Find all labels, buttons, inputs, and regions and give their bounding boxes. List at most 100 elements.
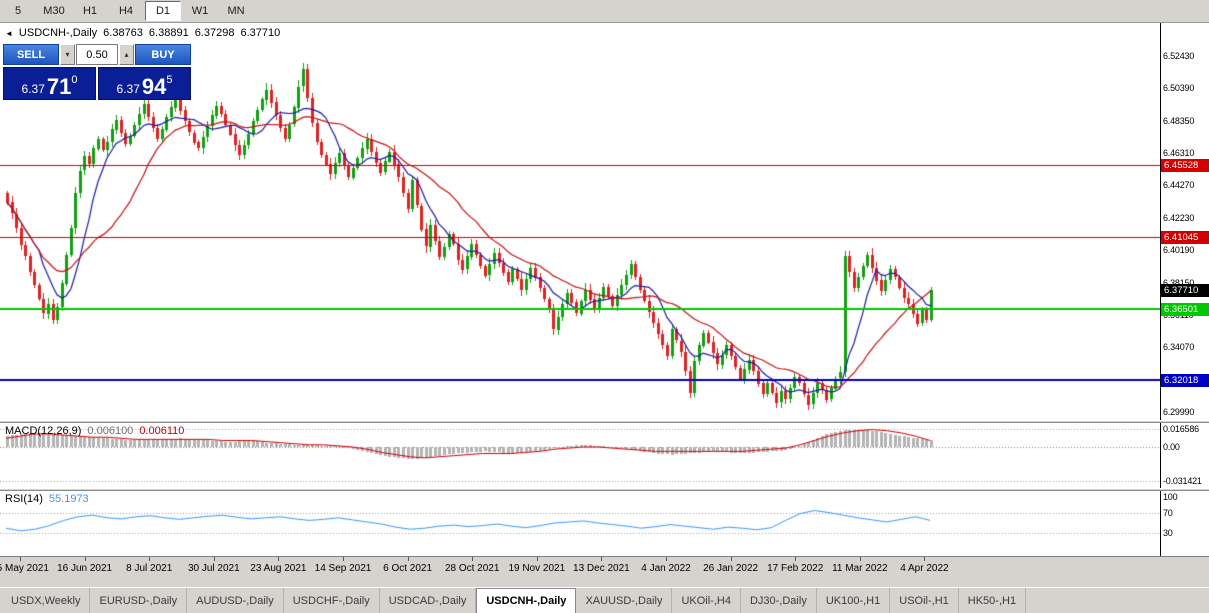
price-axis-label: 6.52430 xyxy=(1163,50,1195,61)
chart-tab-usdcad-daily[interactable]: USDCAD-,Daily xyxy=(380,588,477,613)
price-axis-label: 6.44270 xyxy=(1163,180,1195,191)
time-axis-tick xyxy=(536,557,538,561)
spin-up-icon: ▴ xyxy=(124,50,129,59)
time-axis-label: 17 Feb 2022 xyxy=(767,563,824,574)
chart-tab-usdcnh-daily[interactable]: USDCNH-,Daily xyxy=(476,588,577,613)
chart-tab-audusd-daily[interactable]: AUDUSD-,Daily xyxy=(187,588,284,613)
main-chart-panel: ◄ USDCNH-,Daily 6.38763 6.38891 6.37298 … xyxy=(0,23,1209,420)
sell-price-prefix: 6.37 xyxy=(21,82,45,96)
rsi-canvas[interactable] xyxy=(0,491,1160,556)
sell-button[interactable]: SELL xyxy=(3,44,59,65)
time-axis-tick xyxy=(84,557,86,561)
lot-decrease-button[interactable]: ▾ xyxy=(60,44,75,65)
time-axis-label: 14 Sep 2021 xyxy=(314,563,372,574)
time-axis-label: 4 Jan 2022 xyxy=(641,563,691,574)
price-axis-label: 6.50390 xyxy=(1163,83,1195,94)
timeframe-button-d1[interactable]: D1 xyxy=(145,1,181,21)
rsi-value: 55.1973 xyxy=(48,493,89,505)
macd-axis-label: -0.031421 xyxy=(1163,476,1202,487)
price-axis-label: 6.29990 xyxy=(1163,407,1195,418)
lot-increase-button[interactable]: ▴ xyxy=(119,44,134,65)
rsi-indicator-panel: RSI(14) 55.1973 100 70 30 xyxy=(0,491,1209,556)
buy-price-prefix: 6.37 xyxy=(116,82,140,96)
chart-symbol-period: USDCNH-,Daily xyxy=(18,27,98,39)
trade-prices-row: 6.37 71 0 6.37 94 5 xyxy=(3,67,193,100)
time-axis-tick xyxy=(472,557,474,561)
rsi-label: RSI(14) 55.1973 xyxy=(5,493,89,505)
chart-tab-hk50-h1[interactable]: HK50-,H1 xyxy=(959,588,1027,613)
macd-signal-value: 0.006110 xyxy=(139,425,185,437)
chart-tab-usdchf-daily[interactable]: USDCHF-,Daily xyxy=(284,588,380,613)
time-axis-tick xyxy=(601,557,603,561)
panel-splitter[interactable] xyxy=(0,488,1209,491)
buy-button[interactable]: BUY xyxy=(135,44,191,65)
macd-indicator-panel: MACD(12,26,9) 0.006100 0.006110 0.016586… xyxy=(0,423,1209,488)
time-axis-label: 30 Jul 2021 xyxy=(187,563,240,574)
sell-price-display[interactable]: 6.37 71 0 xyxy=(3,67,96,100)
time-axis-tick xyxy=(149,557,151,561)
time-axis-label: 13 Dec 2021 xyxy=(573,563,630,574)
macd-canvas[interactable] xyxy=(0,423,1160,488)
chart-ohlc-header: ◄ USDCNH-,Daily 6.38763 6.38891 6.37298 … xyxy=(5,27,280,39)
time-axis-tick xyxy=(924,557,926,561)
price-tag-6.36501: 6.36501 xyxy=(1161,302,1209,316)
timeframe-button-mn[interactable]: MN xyxy=(227,5,245,17)
lot-size-input[interactable] xyxy=(76,44,118,65)
price-axis-label: 6.42230 xyxy=(1163,212,1195,223)
time-axis-label: 26 Jan 2022 xyxy=(703,563,759,574)
chart-tab-ukoil-h4[interactable]: UKOil-,H4 xyxy=(672,588,741,613)
time-axis-label: 6 Oct 2021 xyxy=(383,563,433,574)
time-axis-label: 11 Mar 2022 xyxy=(832,563,888,574)
timeframe-button-h1[interactable]: H1 xyxy=(82,5,98,17)
macd-name: MACD(12,26,9) xyxy=(5,425,82,437)
timeframe-button-5[interactable]: 5 xyxy=(14,5,22,17)
macd-label: MACD(12,26,9) 0.006100 0.006110 xyxy=(5,425,184,437)
ohlc-low: 6.37298 xyxy=(194,27,235,39)
rsi-name: RSI(14) xyxy=(5,493,43,505)
macd-axis-label: 0.00 xyxy=(1163,442,1180,452)
buy-price-display[interactable]: 6.37 94 5 xyxy=(98,67,191,100)
price-tag-6.41045: 6.41045 xyxy=(1161,230,1209,244)
chart-tab-usoil-h1[interactable]: USOil-,H1 xyxy=(890,588,959,613)
chart-tab-uk100-h1[interactable]: UK100-,H1 xyxy=(817,588,891,613)
timeframe-button-m30[interactable]: M30 xyxy=(43,5,65,17)
time-axis-tick xyxy=(795,557,797,561)
time-axis-tick xyxy=(213,557,215,561)
time-axis-tick xyxy=(666,557,667,561)
time-axis-label: 4 Apr 2022 xyxy=(900,563,949,574)
buy-price-pip-digit: 5 xyxy=(166,74,173,86)
chart-tab-eurusd-daily[interactable]: EURUSD-,Daily xyxy=(90,588,188,613)
sell-price-pip-digit: 0 xyxy=(71,74,78,86)
time-axis: 25 May 2021 16 Jun 2021 8 Jul 2021 30 Jul 2… xyxy=(0,556,1209,587)
sell-price-big-digits: 71 xyxy=(46,74,72,99)
time-axis-tick xyxy=(730,557,732,561)
chart-tab-xauusd-daily[interactable]: XAUUSD-,Daily xyxy=(576,588,673,613)
macd-axis-label: 0.016586 xyxy=(1163,423,1199,434)
chart-tab-usdx-weekly[interactable]: USDX,Weekly xyxy=(2,588,91,613)
price-chart-canvas[interactable] xyxy=(0,23,1160,420)
timeframe-button-row: 5 M30 H1 H4 D1 W1 MN xyxy=(0,0,1209,22)
collapse-panel-icon[interactable]: ◄ xyxy=(5,28,13,38)
price-axis-label: 6.40190 xyxy=(1163,245,1195,256)
ohlc-open: 6.38763 xyxy=(103,27,143,39)
spin-down-icon: ▾ xyxy=(65,50,70,59)
ohlc-close: 6.37710 xyxy=(240,27,281,39)
panel-splitter[interactable] xyxy=(0,420,1209,423)
price-tag-6.45528: 6.45528 xyxy=(1161,159,1209,173)
chart-tab-dj30-daily[interactable]: DJ30-,Daily xyxy=(741,588,817,613)
timeframe-button-w1[interactable]: W1 xyxy=(191,5,209,17)
time-axis-label: 23 Aug 2021 xyxy=(250,563,307,574)
time-axis-label: 25 May 2021 xyxy=(0,563,49,574)
time-axis-label: 28 Oct 2021 xyxy=(444,563,500,574)
timeframe-button-h4[interactable]: H4 xyxy=(118,5,134,17)
time-axis-label: 19 Nov 2021 xyxy=(508,563,566,574)
time-axis-label: 16 Jun 2021 xyxy=(57,563,113,574)
rsi-axis-label: 100 xyxy=(1163,492,1178,502)
rsi-axis-label: 70 xyxy=(1163,507,1173,518)
macd-main-value: 0.006100 xyxy=(87,425,134,437)
time-axis-tick xyxy=(407,557,409,561)
ohlc-high: 6.38891 xyxy=(148,27,189,39)
price-tag-6.37710: 6.37710 xyxy=(1161,283,1209,297)
time-axis-tick xyxy=(278,557,280,561)
